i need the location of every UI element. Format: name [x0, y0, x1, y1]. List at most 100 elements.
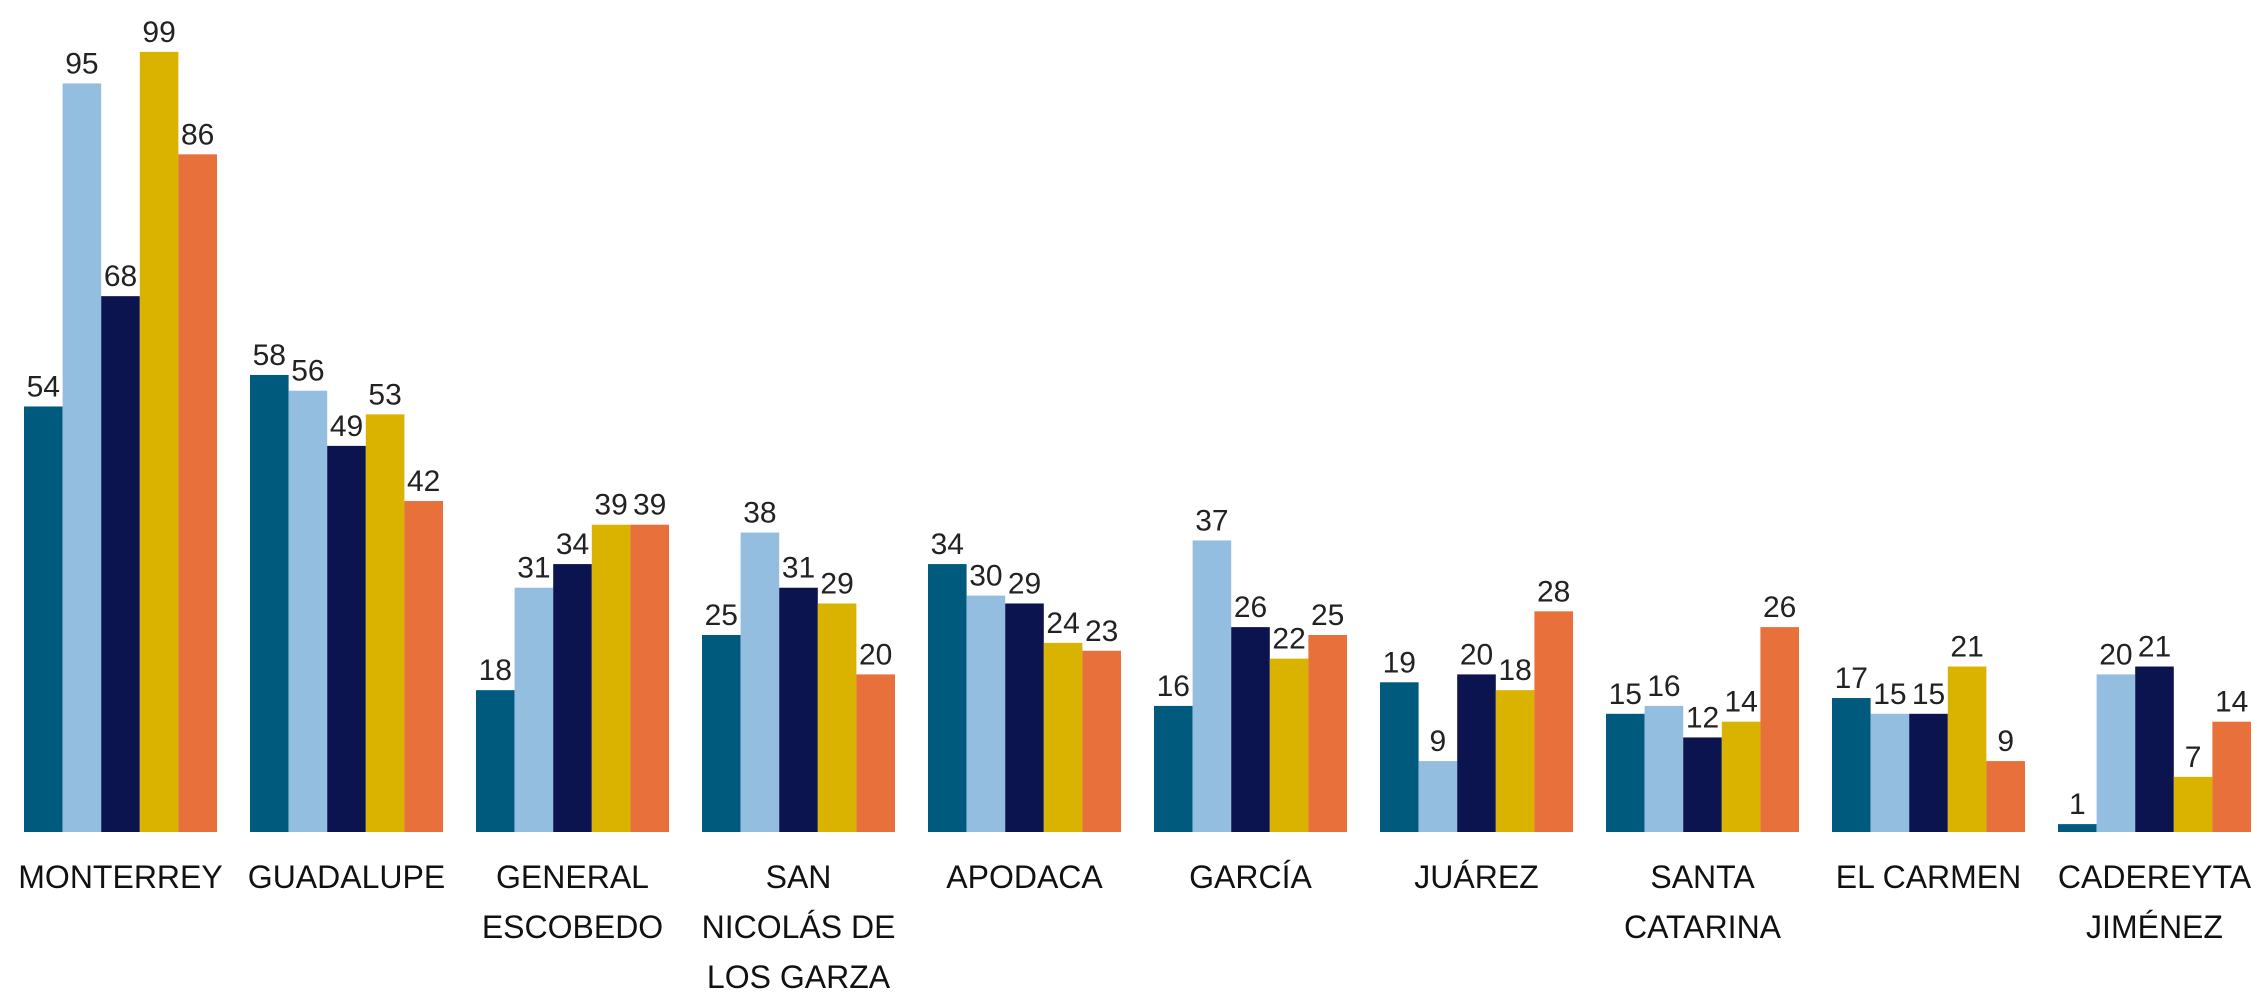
value-label: 29 [1008, 567, 1041, 600]
bar [2212, 721, 2251, 832]
value-label: 99 [142, 16, 175, 49]
bar [1380, 682, 1419, 832]
value-label: 39 [633, 489, 666, 522]
value-label: 95 [65, 47, 98, 80]
value-label: 58 [253, 339, 286, 372]
bar [2173, 776, 2213, 832]
value-label: 19 [1383, 646, 1416, 679]
bar [1870, 713, 1910, 832]
bar [856, 674, 895, 832]
bar [101, 296, 140, 832]
bar [1644, 705, 1684, 832]
x-tick-label: APODACA [946, 859, 1103, 895]
value-label: 34 [556, 528, 589, 561]
bar [966, 595, 1006, 832]
value-label: 37 [1195, 504, 1228, 537]
value-label: 20 [2099, 638, 2132, 671]
bar [1721, 721, 1761, 832]
bar [1606, 713, 1645, 832]
bar [1308, 635, 1347, 832]
bar [1760, 627, 1799, 832]
bar [1909, 713, 1948, 832]
bar [1986, 761, 2025, 832]
value-label: 20 [1460, 638, 1493, 671]
x-tick-label: CADEREYTA JIMÉNEZ [2057, 859, 2252, 945]
value-label: 14 [2215, 686, 2248, 719]
bar [1495, 690, 1535, 832]
value-label: 16 [1157, 670, 1190, 703]
x-tick-label: EL CARMEN [1835, 859, 2022, 895]
value-label: 56 [291, 355, 324, 388]
bar [24, 406, 63, 832]
value-label: 31 [517, 552, 550, 585]
value-label: 49 [330, 410, 363, 443]
bar [1269, 658, 1309, 832]
value-label: 20 [859, 638, 892, 671]
bar [1043, 642, 1083, 832]
bar [928, 564, 967, 832]
value-label: 18 [479, 654, 512, 687]
bar [1005, 603, 1044, 832]
bar [630, 524, 669, 832]
bar [1457, 674, 1496, 832]
x-tick-label: JUÁREZ [1414, 859, 1539, 895]
value-label: 12 [1686, 701, 1719, 734]
value-label: 15 [1873, 678, 1906, 711]
bar [327, 445, 366, 832]
value-label: 28 [1537, 575, 1570, 608]
value-label: 9 [1430, 725, 1447, 758]
value-label: 26 [1234, 591, 1267, 624]
value-label: 14 [1724, 686, 1757, 719]
bar [1418, 761, 1458, 832]
bar [365, 414, 405, 832]
value-label: 18 [1498, 654, 1531, 687]
x-tick-label: GUADALUPE [247, 859, 446, 895]
value-label: 29 [820, 567, 853, 600]
bar [178, 154, 217, 832]
bar [1832, 698, 1871, 832]
value-label: 53 [368, 378, 401, 411]
value-label: 30 [969, 560, 1002, 593]
value-label: 17 [1835, 662, 1868, 695]
value-label: 16 [1647, 670, 1680, 703]
bar [62, 83, 102, 832]
bar [1231, 627, 1270, 832]
value-label: 25 [1311, 599, 1344, 632]
bar [779, 587, 818, 832]
value-label: 68 [104, 260, 137, 293]
bar [288, 390, 328, 832]
value-label: 22 [1272, 623, 1305, 656]
bar [1534, 611, 1573, 832]
bar [817, 603, 857, 832]
value-label: 38 [743, 497, 776, 530]
bar [1947, 666, 1987, 832]
bar [553, 564, 592, 832]
value-label: 1 [2069, 788, 2086, 821]
value-label: 25 [705, 599, 738, 632]
bar [2135, 666, 2174, 832]
bar [514, 587, 554, 832]
bar [1082, 650, 1121, 832]
bar [591, 524, 631, 832]
bar [1683, 737, 1722, 832]
value-label: 7 [2185, 741, 2202, 774]
bar [1192, 540, 1232, 832]
bar [250, 374, 289, 832]
value-label: 9 [1997, 725, 2014, 758]
x-tick-label: SAN NICOLÁS DE LOS GARZA [701, 859, 896, 992]
value-label: 15 [1609, 678, 1642, 711]
value-label: 21 [1950, 631, 1983, 664]
value-label: 26 [1763, 591, 1796, 624]
value-label: 39 [594, 489, 627, 522]
value-label: 54 [27, 370, 60, 403]
bar [2058, 824, 2097, 832]
x-tick-label: GARCÍA [1189, 859, 1312, 895]
value-label: 86 [181, 118, 214, 151]
bar [740, 532, 780, 832]
x-tick-label: MONTERREY [18, 859, 223, 895]
bar [702, 635, 741, 832]
bar [476, 690, 515, 832]
x-tick-label: SANTA CATARINA [1623, 859, 1782, 945]
